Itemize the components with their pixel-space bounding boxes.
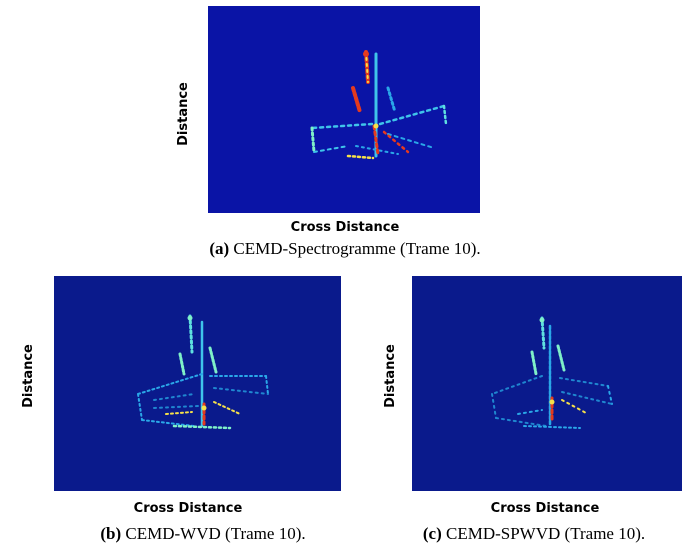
- figure-a-plot: [310, 50, 448, 160]
- figure-a-caption-text: CEMD-Spectrogramme (Trame 10).: [233, 239, 481, 258]
- figure-a-ylabel: Distance: [176, 82, 191, 146]
- figure-c-image: [412, 276, 682, 491]
- figure-b-xlabel: Cross Distance: [133, 501, 243, 516]
- figure-b-ylabel: Distance: [21, 344, 36, 408]
- figure-b-caption: (b) CEMD-WVD (Trame 10).: [68, 524, 338, 544]
- figure-b-image: [54, 276, 341, 491]
- figure-c-ylabel: Distance: [383, 344, 398, 408]
- figure-a-image: [208, 6, 480, 213]
- figure-a-caption: (a) CEMD-Spectrogramme (Trame 10).: [140, 239, 550, 259]
- figure-c-caption-tag: (c): [422, 524, 442, 543]
- figure-b-caption-text: CEMD-WVD (Trame 10).: [125, 524, 306, 543]
- figure-b-caption-tag: (b): [100, 524, 122, 543]
- figure-c-xlabel: Cross Distance: [490, 501, 600, 516]
- figure-b-plot: [137, 314, 269, 430]
- figure-c-caption-text: CEMD-SPWVD (Trame 10).: [446, 524, 646, 543]
- figure-c-caption: (c) CEMD-SPWVD (Trame 10).: [392, 524, 676, 544]
- figure-a-xlabel: Cross Distance: [290, 220, 400, 235]
- figure-c-plot: [491, 316, 613, 429]
- figure-a-caption-tag: (a): [209, 239, 230, 258]
